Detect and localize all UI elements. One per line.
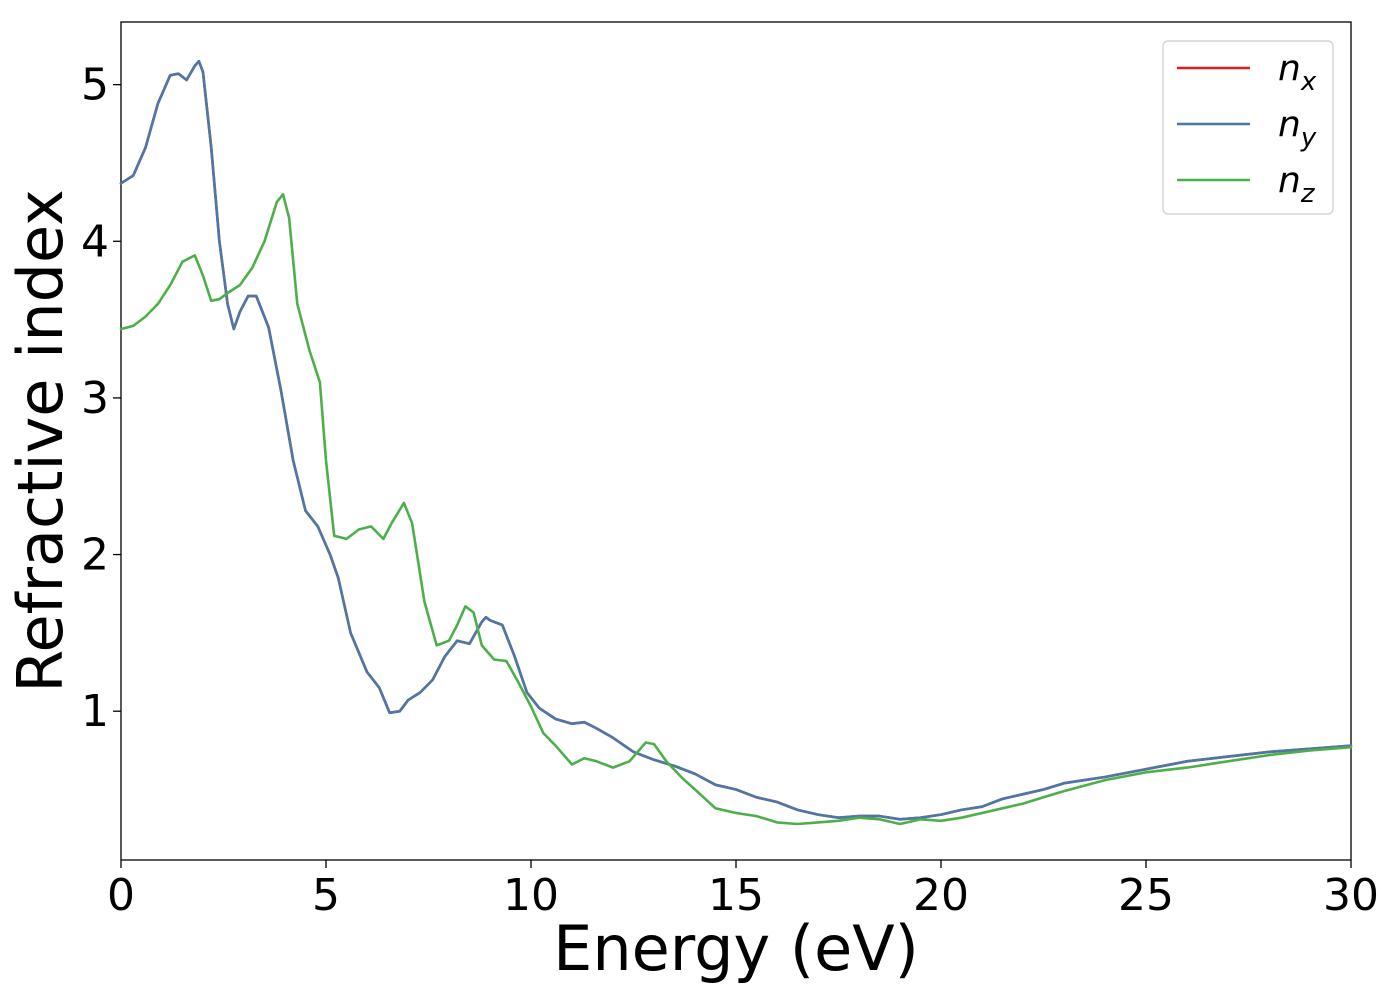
y-axis-label: Refractive index bbox=[4, 189, 77, 693]
y-tick-label: 3 bbox=[81, 373, 109, 424]
x-tick-label: 30 bbox=[1323, 870, 1379, 921]
x-tick-label: 25 bbox=[1118, 870, 1174, 921]
x-tick-label: 0 bbox=[107, 870, 135, 921]
x-axis-label: Energy (eV) bbox=[553, 912, 919, 985]
x-tick-label: 15 bbox=[708, 870, 764, 921]
legend-box bbox=[1162, 40, 1334, 215]
x-tick-label: 5 bbox=[312, 870, 340, 921]
y-axis-ticks: 1 2 3 4 5 bbox=[81, 60, 121, 737]
x-axis-ticks: 0 5 10 15 20 25 30 bbox=[107, 860, 1379, 921]
series-lines bbox=[119, 59, 1353, 826]
y-tick-label: 2 bbox=[81, 530, 109, 581]
y-tick-label: 5 bbox=[81, 60, 109, 111]
series-line-n-z bbox=[119, 193, 1353, 826]
y-tick-label: 4 bbox=[81, 216, 109, 267]
x-tick-label: 20 bbox=[913, 870, 969, 921]
y-tick-label: 1 bbox=[81, 686, 109, 737]
series-line-n-y bbox=[119, 59, 1353, 821]
x-tick-label: 10 bbox=[503, 870, 559, 921]
